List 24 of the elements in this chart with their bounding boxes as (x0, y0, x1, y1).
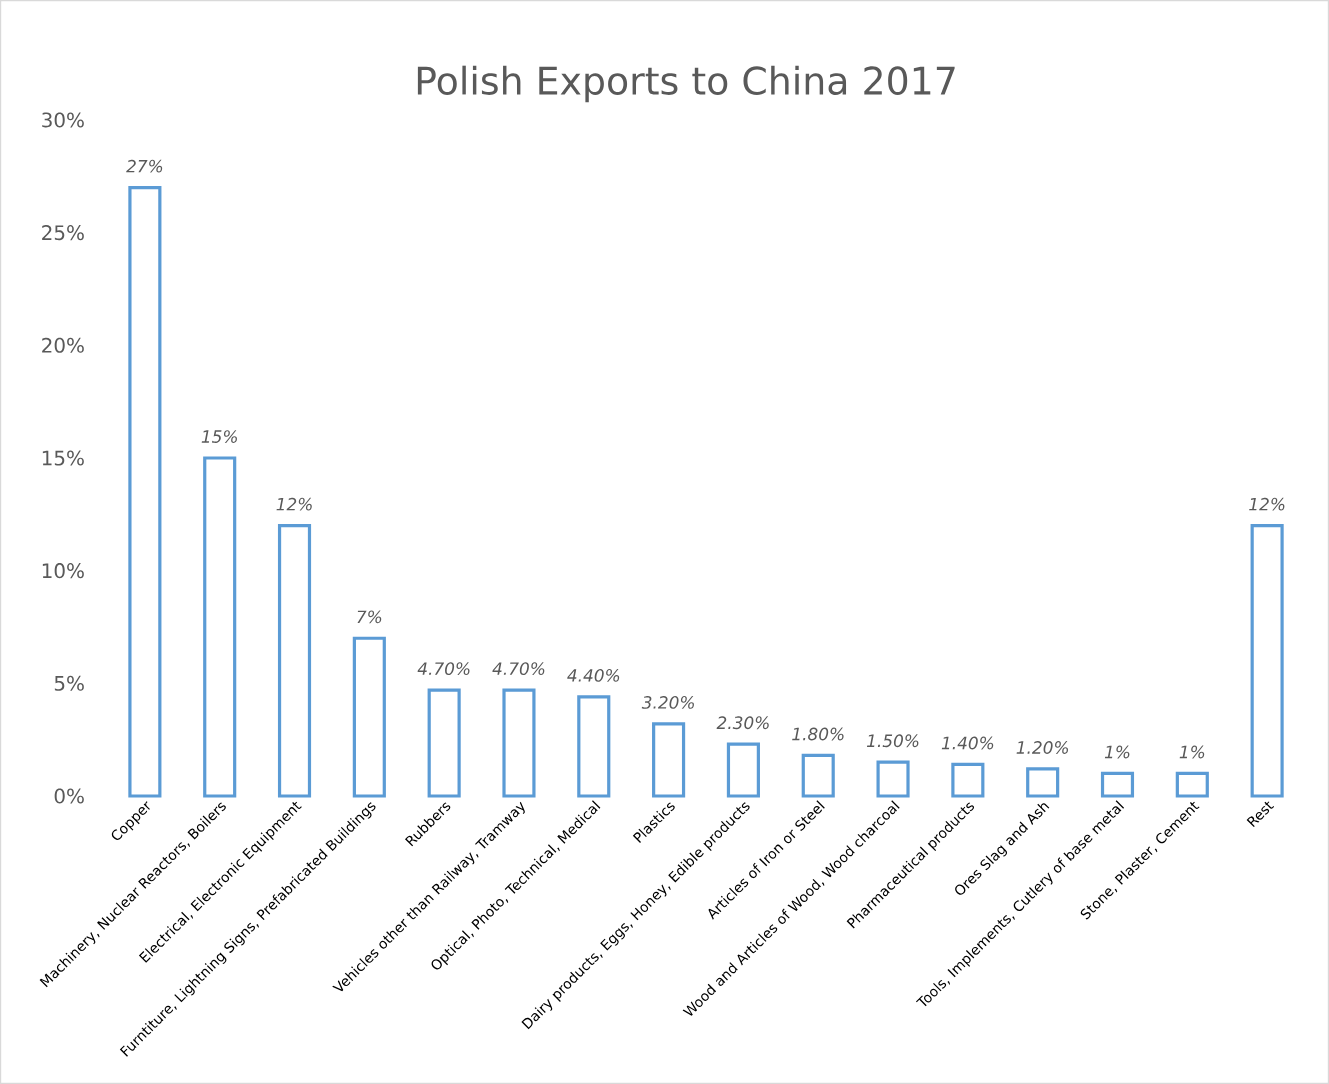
data-label: 1.80% (792, 727, 844, 741)
data-label: 4.40% (567, 669, 620, 682)
data-label: 4.70% (492, 662, 545, 676)
data-label: 12% (1249, 497, 1285, 511)
y-tick-label: 10% (42, 563, 84, 579)
data-label: 1.50% (866, 734, 919, 748)
data-label: 7% (357, 610, 382, 624)
data-label: 15% (201, 430, 237, 443)
data-label: 2.30% (716, 716, 769, 730)
y-tick-label: 5% (54, 675, 84, 691)
y-tick-label: 25% (42, 225, 84, 241)
chart-title: Polish Exports to China 2017 (417, 65, 955, 103)
y-tick-label: 0% (54, 788, 84, 804)
data-label: 12% (276, 497, 312, 511)
y-tick-label: 30% (42, 112, 84, 128)
data-label: 27% (126, 159, 163, 173)
data-label: 1.20% (1016, 741, 1069, 754)
data-label: 1% (1179, 745, 1205, 759)
y-tick-label: 20% (42, 337, 84, 353)
data-label: 1% (1104, 745, 1130, 759)
y-tick-label: 15% (42, 450, 84, 466)
data-label: 3.20% (641, 696, 694, 709)
data-label: 1.40% (941, 736, 994, 750)
data-label: 4.70% (417, 662, 470, 676)
